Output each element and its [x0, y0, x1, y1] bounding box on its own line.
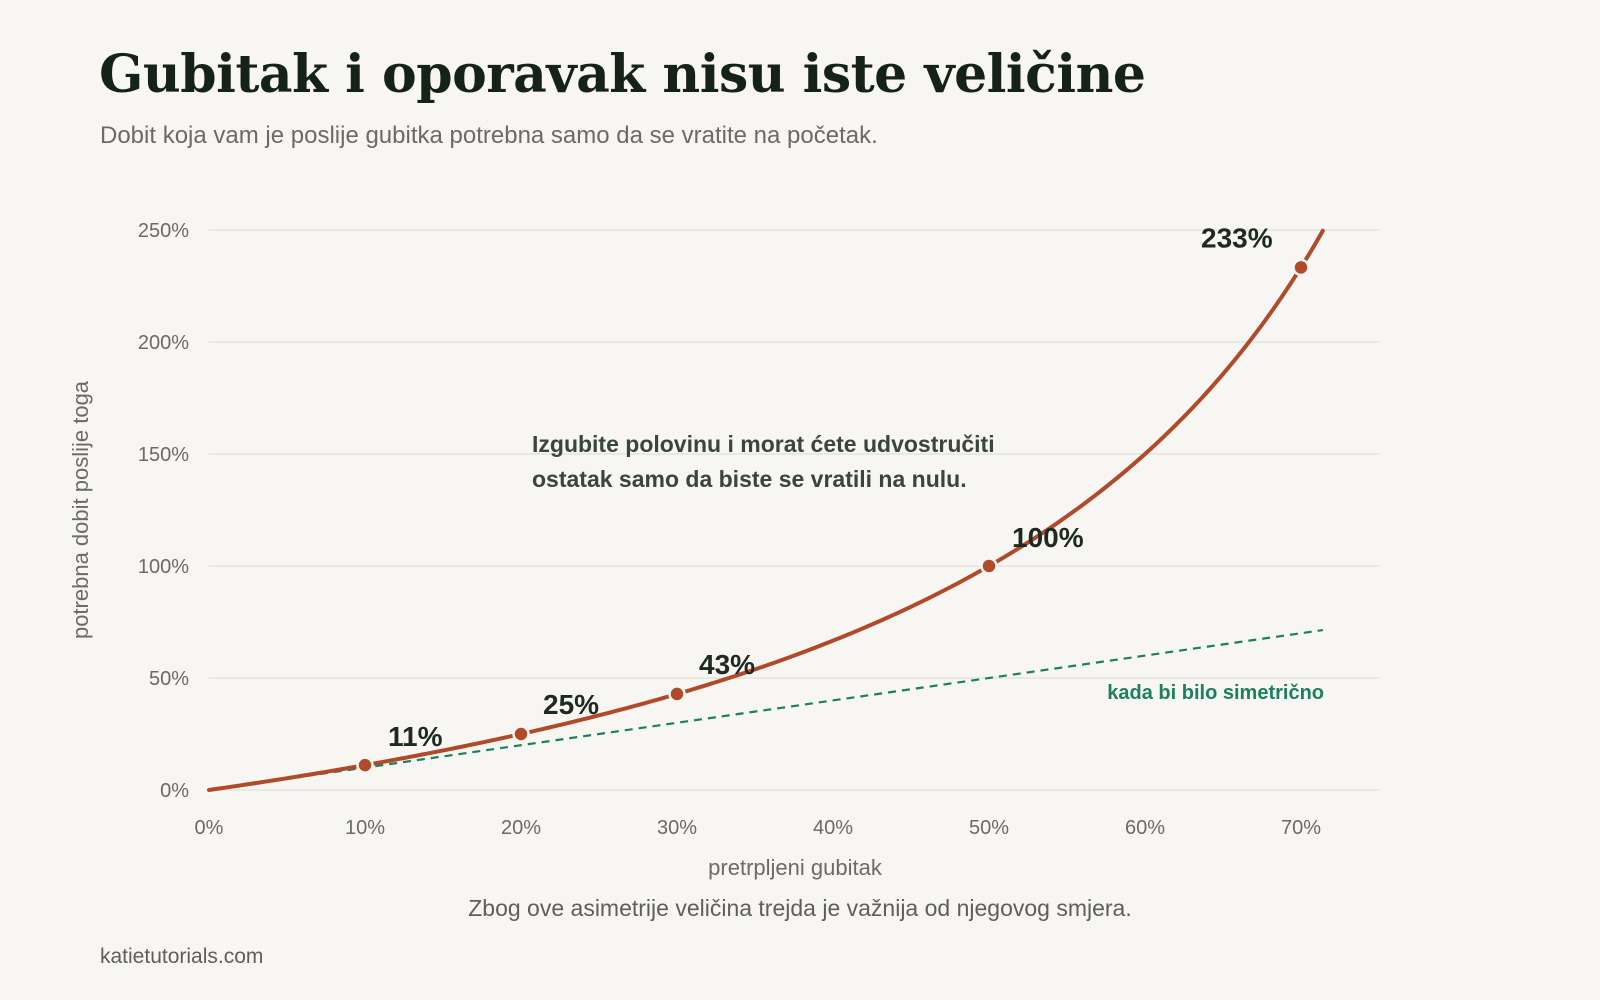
- series-layer: [207, 228, 1325, 792]
- data-point-marker: [668, 685, 686, 703]
- data-point-label: 25%: [543, 689, 599, 720]
- annotation-line-1: Izgubite polovinu i morat ćete udvostruč…: [532, 431, 995, 457]
- y-tick-label: 200%: [138, 332, 189, 354]
- x-tick-label: 60%: [1125, 817, 1165, 839]
- recovery-chart: 0% 50% 100% 150% 200% 250% 0% 10% 20% 30% 40% 50% 60…: [68, 220, 1380, 880]
- data-point-label: 11%: [388, 721, 443, 752]
- x-tick-label: 0%: [195, 817, 224, 839]
- data-point-marker: [1292, 258, 1310, 277]
- required-gain-curve: [207, 228, 1325, 792]
- y-tick-label: 250%: [138, 220, 189, 242]
- data-point-label: 233%: [1201, 222, 1273, 253]
- grid-layer: 0% 50% 100% 150% 200% 250% 0% 10% 20% 30% 40% 50% 60…: [138, 220, 1380, 839]
- data-point-label: 43%: [699, 649, 755, 680]
- x-tick-label: 20%: [501, 817, 541, 839]
- x-axis-title: pretrpljeni gubitak: [708, 855, 883, 880]
- data-point-marker: [512, 725, 530, 743]
- x-tick-label: 10%: [345, 817, 385, 839]
- label-layer: 11% 25% 43% 100% 233%: [388, 222, 1273, 752]
- symmetric-series-label: kada bi bilo simetrično: [1107, 682, 1324, 704]
- marker-layer: [356, 258, 1310, 774]
- chart-title: Gubitak i oporavak nisu iste veličine: [99, 44, 1146, 105]
- x-tick-label: 30%: [657, 817, 697, 839]
- y-axis-title: potrebna dobit poslije toga: [68, 380, 93, 639]
- y-tick-label: 150%: [138, 444, 189, 466]
- chart-footnote: Zbog ove asimetrije veličina trejda je v…: [468, 895, 1132, 921]
- chart-subtitle: Dobit koja vam je poslije gubitka potreb…: [100, 122, 878, 149]
- y-tick-label: 50%: [149, 668, 189, 690]
- data-point-label: 100%: [1012, 522, 1084, 553]
- source-credit: katietutorials.com: [100, 945, 264, 968]
- data-point-marker: [356, 756, 374, 774]
- y-tick-label: 0%: [160, 780, 189, 802]
- x-tick-label: 40%: [813, 817, 853, 839]
- y-tick-label: 100%: [138, 556, 189, 578]
- symmetric-reference-line: [208, 628, 1323, 792]
- annotation-line-2: ostatak samo da biste se vratili na nulu…: [532, 466, 967, 492]
- x-tick-label: 50%: [969, 817, 1009, 839]
- data-point-marker: [980, 557, 998, 575]
- x-tick-label: 70%: [1281, 817, 1321, 839]
